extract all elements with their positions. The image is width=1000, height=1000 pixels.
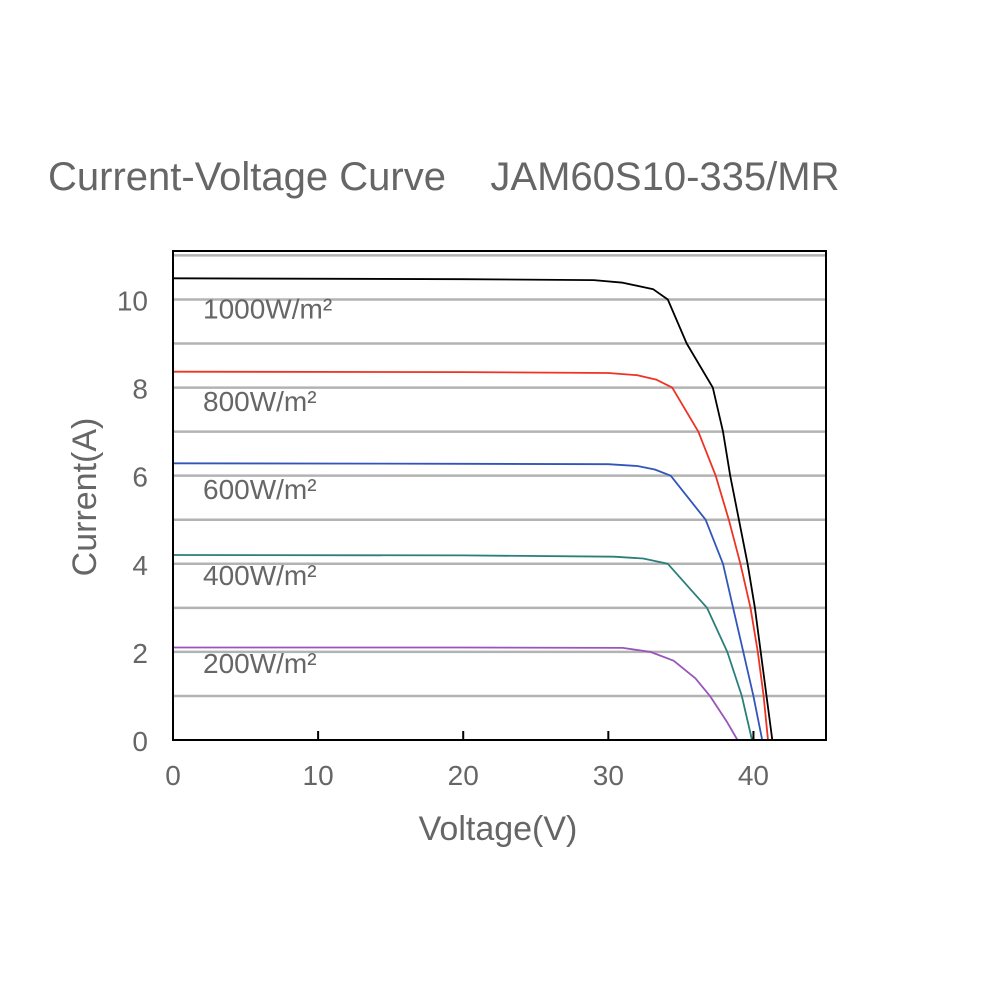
y-tick-label: 10 xyxy=(117,285,148,316)
x-tick-label: 20 xyxy=(448,760,479,791)
series-line-3 xyxy=(172,554,753,741)
plot-frame xyxy=(172,250,827,741)
x-tick-label: 40 xyxy=(738,760,769,791)
y-tick-label: 4 xyxy=(132,550,148,581)
series-label: 800W/m² xyxy=(203,386,317,417)
chart-title: Current-Voltage Curve JAM60S10-335/MR xyxy=(48,155,839,199)
y-tick-label: 2 xyxy=(132,638,148,669)
series-label: 1000W/m² xyxy=(203,293,332,324)
series-line-2 xyxy=(172,462,764,741)
x-tick-label: 10 xyxy=(303,760,334,791)
series-label: 200W/m² xyxy=(203,648,317,679)
y-axis-label: Current(A) xyxy=(66,418,104,577)
x-axis-label: Voltage(V) xyxy=(419,810,578,848)
series-label: 400W/m² xyxy=(203,560,317,591)
y-tick-label: 6 xyxy=(132,462,148,493)
y-tick-label: 0 xyxy=(132,726,148,757)
series-line-1 xyxy=(172,370,769,741)
y-tick-label: 8 xyxy=(132,374,148,405)
series-line-4 xyxy=(173,646,739,741)
x-tick-label: 0 xyxy=(165,760,181,791)
series-label: 600W/m² xyxy=(203,474,317,505)
x-tick-label: 30 xyxy=(593,760,624,791)
series-line-0 xyxy=(172,277,774,741)
